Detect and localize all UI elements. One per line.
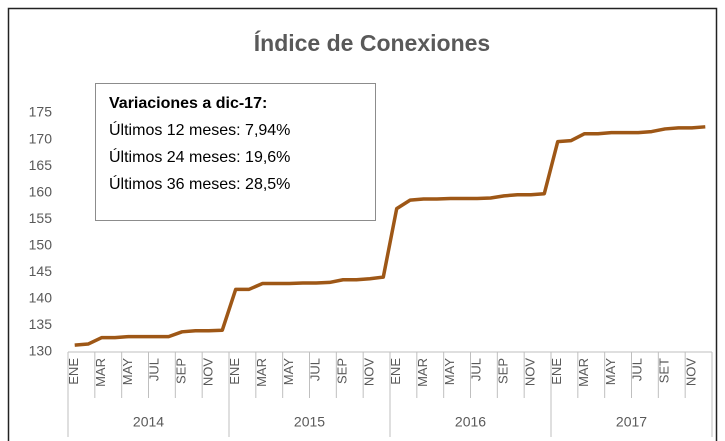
y-tick-label: 145 (29, 263, 53, 279)
y-tick-label: 160 (29, 183, 53, 199)
x-tick-label: JUL (147, 358, 162, 381)
y-tick-label: 135 (29, 316, 53, 332)
year-label: 2017 (616, 414, 647, 430)
y-tick-label: 150 (29, 236, 53, 252)
x-tick-label: NOV (522, 358, 537, 387)
data-line (74, 125, 706, 347)
x-tick-label: NOV (683, 358, 698, 387)
x-tick-label: SET (656, 358, 671, 383)
x-tick-label: ENE (227, 358, 242, 385)
year-label: 2015 (294, 414, 325, 430)
y-tick-label: 130 (29, 343, 53, 359)
x-tick-label: JUL (469, 358, 484, 381)
y-tick-label: 155 (29, 210, 53, 226)
x-tick-label: SEP (495, 358, 510, 384)
y-tick-label: 170 (29, 130, 53, 146)
x-tick-label: NOV (200, 358, 215, 387)
x-tick-label: JUL (630, 358, 645, 381)
x-tick-label: MAR (93, 358, 108, 387)
x-tick-label: MAR (576, 358, 591, 387)
x-tick-label: MAY (281, 358, 296, 386)
x-tick-label: ENE (549, 358, 564, 385)
x-tick-label: NOV (361, 358, 376, 387)
x-tick-label: MAY (603, 358, 618, 386)
x-tick-label: MAR (254, 358, 269, 387)
x-tick-label: JUL (308, 358, 323, 381)
annotation-line: Últimos 36 meses: 28,5% (109, 174, 290, 193)
year-label: 2014 (133, 414, 164, 430)
annotation-line: Últimos 24 meses: 19,6% (109, 147, 290, 166)
y-tick-label: 140 (29, 290, 53, 306)
x-tick-label: ENE (388, 358, 403, 385)
x-tick-label: SEP (334, 358, 349, 384)
x-tick-label: MAY (120, 358, 135, 386)
chart-title: Índice de Conexiones (254, 29, 490, 56)
x-tick-label: MAR (415, 358, 430, 387)
annotation-title: Variaciones a dic-17: (109, 95, 267, 112)
y-tick-label: 165 (29, 157, 53, 173)
y-tick-label: 175 (29, 104, 53, 120)
x-tick-label: ENE (66, 358, 81, 385)
x-tick-label: MAY (442, 358, 457, 386)
chart-frame (7, 7, 718, 441)
x-tick-label: SEP (173, 358, 188, 384)
year-label: 2016 (455, 414, 486, 430)
annotation-line: Últimos 12 meses: 7,94% (109, 120, 290, 139)
annotation-box (95, 83, 376, 221)
